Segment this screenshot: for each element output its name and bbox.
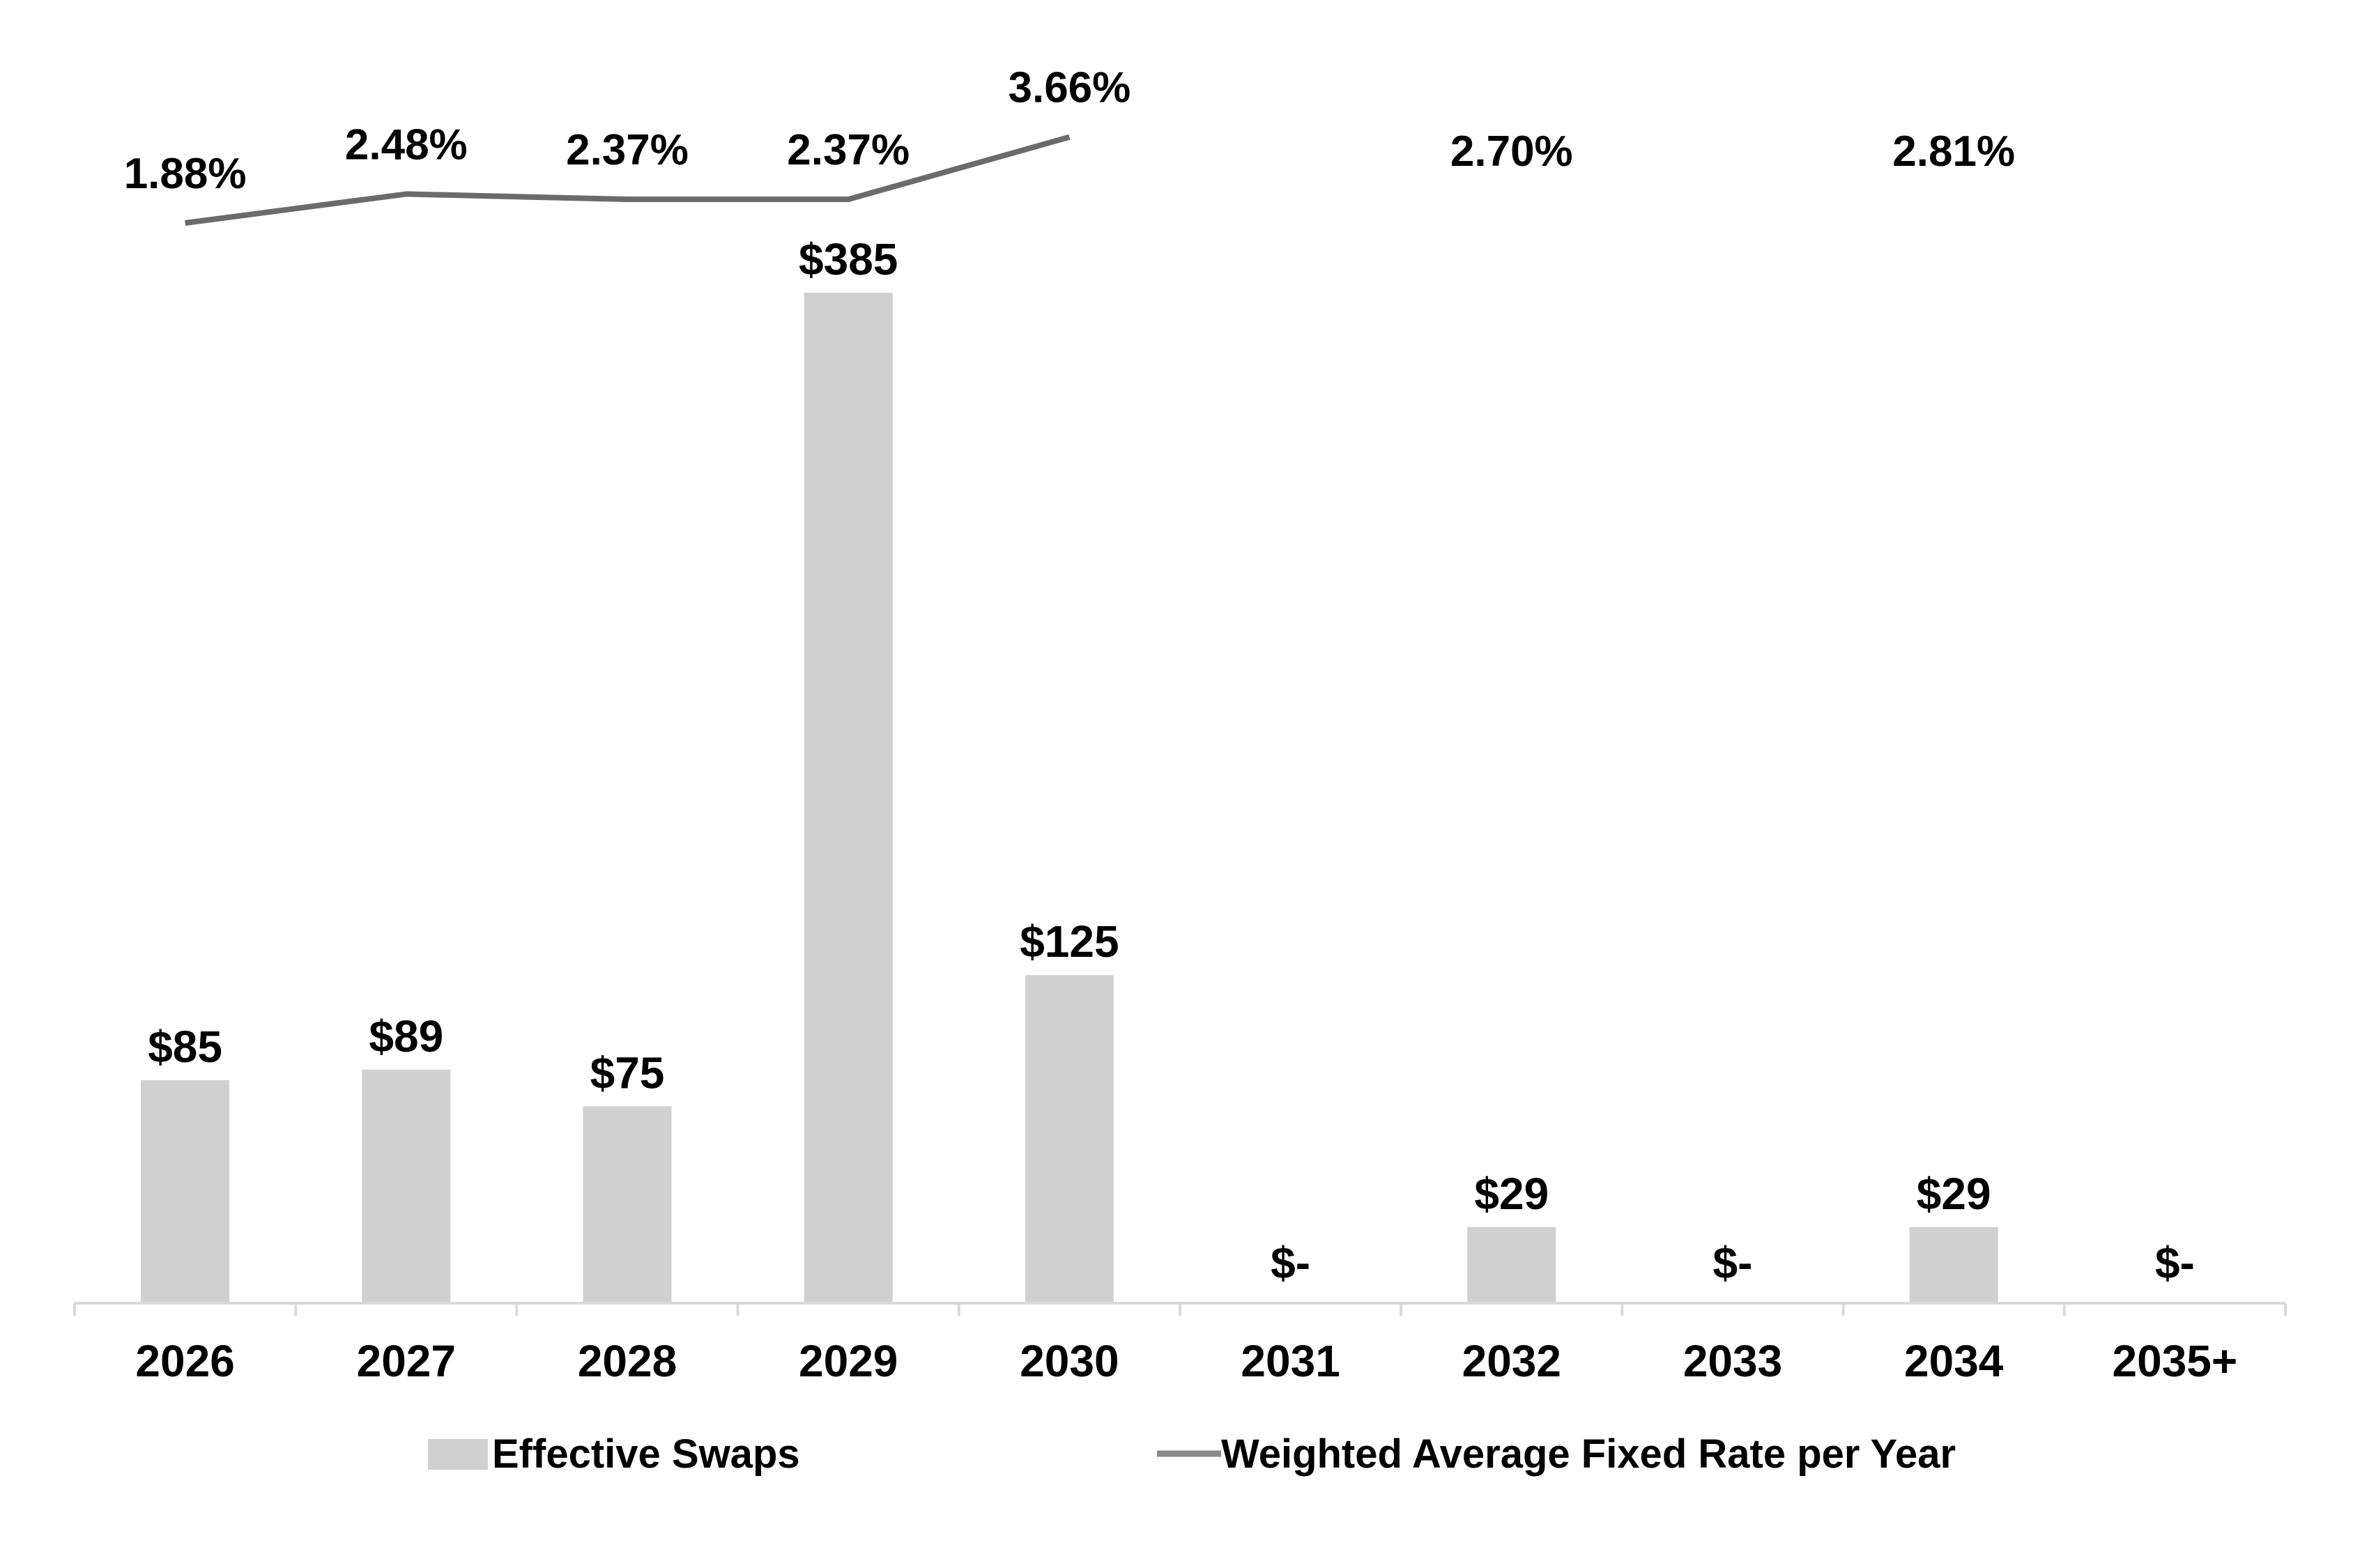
x-tick-label: 2028 bbox=[578, 1336, 677, 1386]
bar-effective-swaps bbox=[1025, 975, 1114, 1303]
bar-effective-swaps bbox=[1467, 1227, 1556, 1303]
legend-label-rate-line: Weighted Average Fixed Rate per Year bbox=[1221, 1431, 1956, 1477]
bar-value-label: $89 bbox=[369, 1011, 443, 1061]
rate-line bbox=[185, 134, 1071, 226]
bar-effective-swaps bbox=[804, 293, 893, 1303]
x-tick-label: 2035+ bbox=[2113, 1336, 2238, 1386]
bar-effective-swaps bbox=[141, 1079, 230, 1303]
x-tick-label: 2033 bbox=[1683, 1336, 1782, 1386]
x-axis bbox=[73, 1302, 2287, 1316]
rate-labels-group: 1.88% 2.48% 2.37% 2.37% 3.66% 2.70% 2.81% bbox=[124, 64, 2015, 198]
bar-value-label: $- bbox=[1713, 1238, 1753, 1288]
rate-value-label: 2.48% bbox=[345, 121, 468, 169]
x-tick-label: 2030 bbox=[1020, 1336, 1119, 1386]
rate-value-label: 2.37% bbox=[566, 126, 689, 174]
x-tick-label: 2029 bbox=[799, 1336, 898, 1386]
bars-group bbox=[141, 293, 1998, 1303]
legend-swatch-effective-swaps bbox=[428, 1439, 488, 1470]
bar-value-label: $- bbox=[2155, 1238, 2195, 1288]
x-tick-label: 2026 bbox=[135, 1336, 234, 1386]
bar-value-label: $29 bbox=[1474, 1169, 1549, 1219]
rate-line-group bbox=[185, 134, 1071, 226]
bar-value-label: $385 bbox=[799, 234, 898, 284]
x-tick-label: 2031 bbox=[1241, 1336, 1340, 1386]
rate-value-label: 2.81% bbox=[1892, 128, 2015, 176]
x-tick-label: 2032 bbox=[1462, 1336, 1561, 1386]
x-tick-label: 2027 bbox=[357, 1336, 456, 1386]
bar-effective-swaps bbox=[583, 1106, 672, 1303]
rate-value-label: 2.37% bbox=[787, 126, 910, 174]
bar-effective-swaps bbox=[362, 1069, 451, 1303]
bar-value-label: $85 bbox=[148, 1022, 222, 1072]
bar-value-label: $75 bbox=[590, 1048, 665, 1098]
bar-labels-group: $85 $89 $75 $385 $125 $- $29 $- $29 $- bbox=[148, 234, 2195, 1288]
bar-value-label: $125 bbox=[1020, 916, 1119, 967]
rate-value-label: 3.66% bbox=[1008, 64, 1130, 112]
bar-value-label: $- bbox=[1271, 1238, 1310, 1288]
rate-value-label: 1.88% bbox=[124, 150, 247, 198]
bar-value-label: $29 bbox=[1917, 1169, 1991, 1219]
legend: Effective Swaps Weighted Average Fixed R… bbox=[428, 1431, 1956, 1477]
x-tick-label: 2034 bbox=[1904, 1336, 2004, 1386]
bar-effective-swaps bbox=[1909, 1227, 1998, 1303]
x-tick-labels: 2026 2027 2028 2029 2030 2031 2032 2033 2034 2035… bbox=[135, 1336, 2237, 1386]
rate-value-label: 2.70% bbox=[1450, 128, 1573, 176]
legend-label-effective-swaps: Effective Swaps bbox=[492, 1431, 800, 1477]
